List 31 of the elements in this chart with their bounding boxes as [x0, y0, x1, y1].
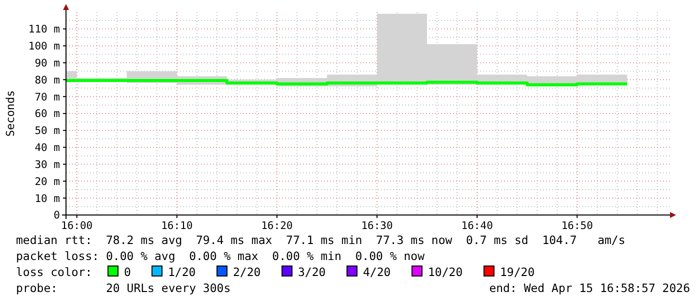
y-tick-label: 100 m: [28, 40, 60, 53]
y-tick-label: 10 m: [34, 192, 60, 205]
x-tick-label: 16:10: [161, 220, 193, 232]
x-tick-label: 16:30: [361, 220, 393, 232]
x-tick-label: 16:40: [461, 220, 493, 232]
legend-label: 1/20: [168, 265, 196, 279]
text: median rtt: 78.2 ms avg 79.4 ms max 77.1 ms min 77.3 ms now 0.7 ms sd 104.7 am/s: [16, 233, 626, 247]
y-tick-label: 60 m: [34, 108, 60, 120]
legend-label: 3/20: [298, 265, 326, 279]
legend-label: 10/20: [428, 265, 463, 279]
legend-label: 0: [124, 265, 131, 279]
legend-label: 4/20: [363, 265, 391, 279]
text: end: Wed Apr 15 16:58:57 2026: [489, 281, 690, 295]
legend-label: 19/20: [500, 265, 535, 279]
y-tick-label: 40 m: [34, 142, 60, 154]
y-tick-label: 0: [54, 210, 60, 222]
x-tick-label: 16:20: [261, 220, 293, 232]
y-tick-label: 80 m: [34, 74, 60, 86]
y-tick-label: 110 m: [28, 24, 60, 36]
y-tick-label: 90 m: [34, 57, 60, 70]
x-tick-label: 16:50: [561, 220, 593, 232]
y-tick-label: 20 m: [34, 176, 60, 188]
y-tick-label: 50 m: [34, 125, 60, 138]
text: probe: 20 URLs every 300s: [16, 281, 231, 295]
y-tick-label: 70 m: [34, 91, 60, 104]
text: packet loss: 0.00 % avg 0.00 % max 0.00 % min 0.00 % now: [16, 249, 425, 263]
legend-label: 2/20: [233, 265, 261, 279]
x-tick-label: 16:00: [61, 220, 93, 232]
y-axis-title: Seconds: [4, 90, 17, 137]
y-tick-label: 30 m: [34, 158, 60, 171]
legend-title: loss color:: [16, 265, 92, 279]
